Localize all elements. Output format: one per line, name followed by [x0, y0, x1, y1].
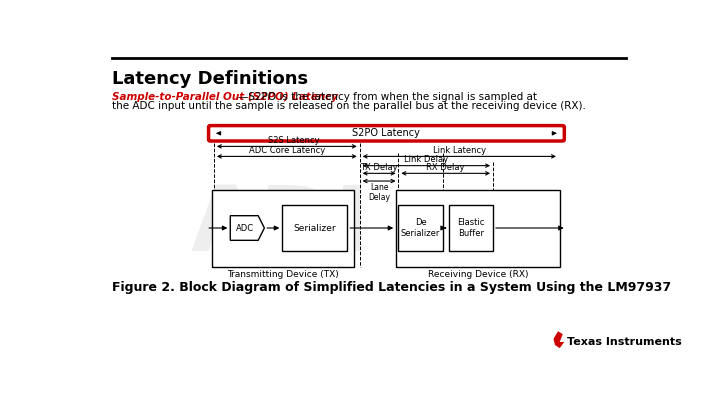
Text: the ADC input until the sample is released on the parallel bus at the receiving : the ADC input until the sample is releas… [112, 101, 585, 111]
Text: S2PO Latency: S2PO Latency [353, 128, 420, 138]
Polygon shape [230, 216, 264, 240]
Text: Texas Instruments: Texas Instruments [567, 337, 682, 347]
Text: ADC: ADC [236, 224, 254, 232]
Bar [398, 205, 443, 251]
Text: De
Serializer: De Serializer [401, 218, 440, 238]
Text: S2S Latency: S2S Latency [269, 136, 320, 145]
Text: Lane
Delay: Lane Delay [368, 183, 390, 202]
Text: Figure 2. Block Diagram of Simplified Latencies in a System Using the LM97937: Figure 2. Block Diagram of Simplified La… [112, 281, 671, 294]
Text: ADI: ADI [191, 182, 369, 270]
Bar [212, 190, 354, 266]
FancyBboxPatch shape [209, 126, 564, 141]
Text: Elastic
Buffer: Elastic Buffer [457, 218, 485, 238]
Text: Link Latency: Link Latency [433, 146, 486, 155]
Text: Latency Definitions: Latency Definitions [112, 70, 308, 88]
Text: ADC Core Latency: ADC Core Latency [248, 146, 325, 155]
Text: Serializer: Serializer [294, 224, 336, 232]
Text: RX Delay: RX Delay [426, 163, 465, 172]
Text: Sample-to-Parallel Out (S2PO) Latency: Sample-to-Parallel Out (S2PO) Latency [112, 92, 338, 102]
Polygon shape [554, 331, 564, 348]
Bar [449, 205, 493, 251]
Text: Link Delay: Link Delay [405, 155, 449, 164]
Text: —S2PO is the latency from when the signal is sampled at: —S2PO is the latency from when the signa… [238, 92, 537, 102]
Text: Receiving Device (RX): Receiving Device (RX) [428, 270, 528, 279]
Text: Transmitting Device (TX): Transmitting Device (TX) [227, 270, 339, 279]
Bar [396, 190, 560, 266]
Bar [282, 205, 347, 251]
Text: TX Delay: TX Delay [360, 163, 398, 172]
